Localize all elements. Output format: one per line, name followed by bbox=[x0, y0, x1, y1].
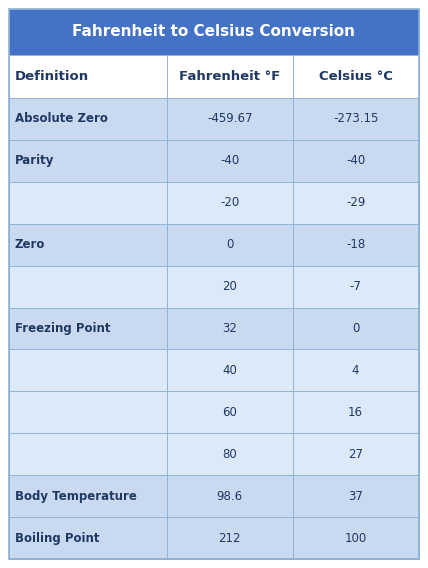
Text: -40: -40 bbox=[220, 154, 239, 167]
Bar bbox=[167, 517, 293, 559]
Text: 37: 37 bbox=[348, 490, 363, 503]
Text: -7: -7 bbox=[350, 280, 362, 293]
Bar bbox=[167, 55, 293, 98]
Text: -273.15: -273.15 bbox=[333, 112, 378, 125]
Text: -459.67: -459.67 bbox=[207, 112, 253, 125]
Text: 0: 0 bbox=[352, 322, 359, 335]
Bar bbox=[167, 140, 293, 182]
Text: 27: 27 bbox=[348, 448, 363, 461]
Bar bbox=[293, 224, 419, 265]
Bar bbox=[293, 140, 419, 182]
Bar bbox=[293, 475, 419, 517]
Text: -40: -40 bbox=[346, 154, 365, 167]
Bar bbox=[167, 433, 293, 475]
Bar bbox=[9, 349, 167, 391]
Text: 212: 212 bbox=[219, 532, 241, 545]
Text: 60: 60 bbox=[222, 406, 237, 419]
Bar bbox=[167, 307, 293, 349]
Bar bbox=[9, 182, 167, 224]
Bar bbox=[167, 265, 293, 307]
Text: Freezing Point: Freezing Point bbox=[15, 322, 110, 335]
Text: 40: 40 bbox=[222, 364, 237, 377]
Bar bbox=[9, 475, 167, 517]
Bar bbox=[9, 517, 167, 559]
Bar bbox=[293, 349, 419, 391]
Bar bbox=[9, 224, 167, 265]
Text: Celsius °C: Celsius °C bbox=[318, 69, 392, 82]
Bar bbox=[293, 391, 419, 433]
Text: -20: -20 bbox=[220, 196, 239, 209]
Text: 4: 4 bbox=[352, 364, 360, 377]
Bar bbox=[167, 224, 293, 265]
Bar bbox=[9, 307, 167, 349]
Text: 98.6: 98.6 bbox=[217, 490, 243, 503]
Text: Definition: Definition bbox=[15, 69, 89, 82]
Text: Body Temperature: Body Temperature bbox=[15, 490, 137, 503]
Text: Absolute Zero: Absolute Zero bbox=[15, 112, 107, 125]
Bar bbox=[167, 475, 293, 517]
Bar bbox=[9, 55, 167, 98]
Bar bbox=[293, 517, 419, 559]
Text: -29: -29 bbox=[346, 196, 365, 209]
Bar bbox=[167, 182, 293, 224]
Bar bbox=[9, 433, 167, 475]
Bar bbox=[167, 349, 293, 391]
Bar bbox=[293, 55, 419, 98]
Text: 100: 100 bbox=[345, 532, 367, 545]
Text: Zero: Zero bbox=[15, 238, 45, 251]
Text: Fahrenheit to Celsius Conversion: Fahrenheit to Celsius Conversion bbox=[72, 24, 356, 39]
Text: 80: 80 bbox=[223, 448, 237, 461]
Bar bbox=[293, 182, 419, 224]
Bar bbox=[9, 9, 419, 55]
Text: 32: 32 bbox=[222, 322, 237, 335]
Bar bbox=[167, 98, 293, 140]
Text: -18: -18 bbox=[346, 238, 365, 251]
Bar bbox=[167, 391, 293, 433]
Bar bbox=[9, 98, 167, 140]
Bar bbox=[9, 391, 167, 433]
Bar bbox=[293, 265, 419, 307]
Bar bbox=[293, 433, 419, 475]
Text: 20: 20 bbox=[222, 280, 237, 293]
Text: Parity: Parity bbox=[15, 154, 54, 167]
Bar bbox=[9, 140, 167, 182]
Text: Fahrenheit °F: Fahrenheit °F bbox=[179, 69, 280, 82]
Bar bbox=[9, 265, 167, 307]
Bar bbox=[293, 307, 419, 349]
Text: Boiling Point: Boiling Point bbox=[15, 532, 99, 545]
Text: 0: 0 bbox=[226, 238, 233, 251]
Text: 16: 16 bbox=[348, 406, 363, 419]
Bar bbox=[293, 98, 419, 140]
